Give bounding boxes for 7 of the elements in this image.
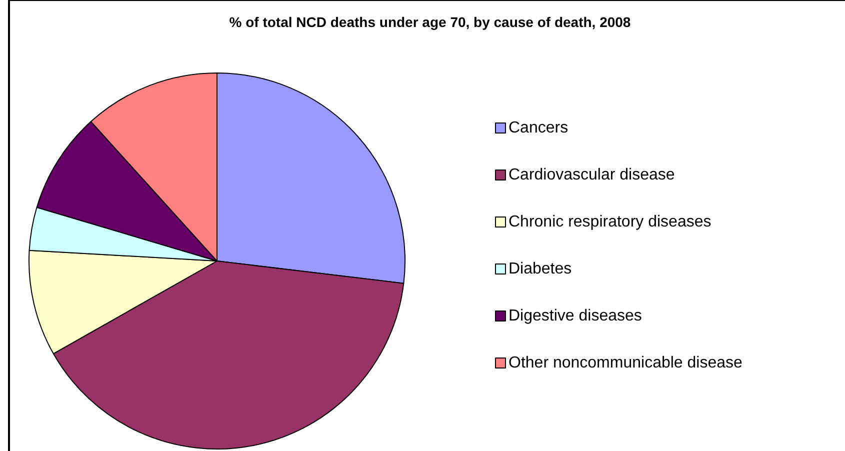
legend-label: Cardiovascular disease xyxy=(508,166,675,184)
legend-label: Other noncommunicable disease xyxy=(508,354,743,372)
legend-label: Chronic respiratory diseases xyxy=(508,214,712,230)
legend-label: Cancers xyxy=(508,120,568,136)
chart-title: % of total NCD deaths under age 70, by cause of death, 2008 xyxy=(229,14,631,30)
legend-label: Diabetes xyxy=(508,260,572,278)
legend-label: Digestive diseases xyxy=(508,308,642,324)
